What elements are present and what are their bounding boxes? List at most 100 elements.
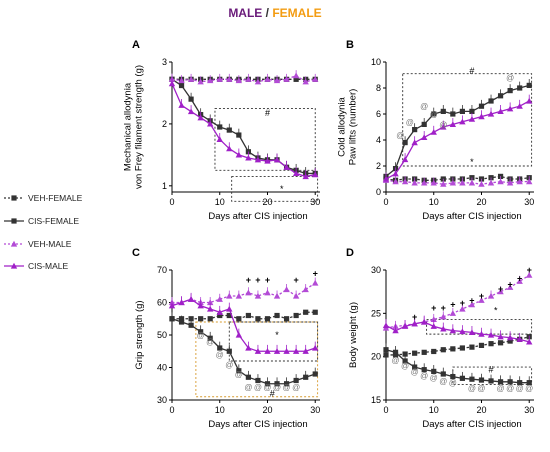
data-point-cis-male [264,348,271,354]
data-point-cis-female [517,85,523,91]
y-axis-label-line: Paw lifts (number) [348,89,359,166]
data-point-veh-female [431,348,437,355]
data-point-cis-female [526,380,532,386]
annotation-symbol: # [489,365,494,375]
data-point-cis-male [283,164,290,170]
data-point-cis-male [283,348,290,354]
data-point-cis-female [392,349,399,355]
data-point-veh-male [264,76,271,82]
data-point-cis-male [459,328,466,335]
significance-box [426,318,533,335]
x-tick-label: 10 [215,405,225,415]
data-point-veh-male [392,178,399,185]
data-point-cis-male [273,348,281,354]
data-point-cis-female [431,111,437,117]
y-tick-label: 2 [376,161,381,171]
data-point-veh-male [245,289,252,296]
y-axis-label-line: Grip strength (g) [134,300,145,369]
data-point-veh-female [236,316,242,322]
data-point-cis-male [411,320,418,327]
annotation-symbol: @ [411,367,419,376]
y-tick-label: 15 [371,395,381,405]
annotation-symbol: + [265,275,270,285]
data-point-cis-female [207,335,213,341]
x-axis-label: Days after CIS injection [208,211,307,222]
data-point-cis-male [382,175,390,182]
data-point-veh-female [507,338,513,344]
y-tick-label: 20 [371,352,381,362]
series-line-cis-female [171,78,316,175]
series-line-veh-male [171,74,316,83]
legend-item-cis-female: CIS-FEMALE [4,214,79,228]
data-point-cis-male [254,348,262,354]
y-tick-label: 60 [157,298,167,308]
y-tick-label: 25 [371,308,381,318]
data-point-cis-male [401,156,409,163]
data-point-veh-male [516,278,523,284]
data-point-cis-female [450,111,456,117]
data-point-veh-male [197,78,204,85]
x-tick-label: 10 [429,197,439,207]
data-point-veh-female [264,316,271,322]
header-male-label: MALE [228,6,263,20]
data-point-veh-male [292,72,300,79]
legend-item-veh-male: VEH-MALE [4,237,71,251]
y-axis-label: Body weight (g) [348,302,359,368]
data-point-cis-female [421,121,427,127]
data-point-veh-female [283,316,290,322]
data-point-cis-male [516,103,523,109]
data-point-cis-male [392,170,399,177]
data-point-cis-female [264,381,271,387]
data-point-cis-male [430,129,437,135]
data-point-veh-male [497,178,504,185]
data-point-veh-male [302,286,309,293]
annotation-symbol: # [265,108,270,118]
significance-box [228,321,319,362]
data-point-cis-male [487,331,495,338]
data-point-veh-male [302,78,309,85]
data-point-cis-male [420,134,428,140]
data-point-veh-male [283,76,290,82]
data-point-veh-female [402,351,408,357]
data-point-veh-female [293,76,299,82]
annotation-symbol: * [494,306,498,316]
legend-swatch [4,262,24,269]
data-point-veh-male [206,77,214,84]
data-point-veh-male [506,284,514,290]
data-point-veh-male [283,286,290,293]
legend-swatch [4,195,24,201]
data-point-cis-female [450,374,456,380]
data-point-veh-male [312,279,319,286]
annotation-symbol: @ [391,356,399,365]
data-point-veh-male [440,181,447,187]
data-point-veh-male [459,305,466,312]
data-point-cis-female [402,140,408,146]
data-point-cis-male [487,110,495,117]
data-point-cis-male [273,156,281,163]
y-tick-label: 40 [157,363,167,373]
data-point-veh-male [235,77,243,84]
series-line-cis-female [171,318,316,385]
annotation-symbol: + [450,300,455,310]
x-tick-label: 30 [310,197,320,207]
data-point-cis-female [412,127,418,133]
data-point-cis-female [431,368,437,374]
legend-item-veh-female: VEH-FEMALE [4,191,82,205]
panel-b: B 0 10 20 30 0 2 4 6 8 10 Days after CIS injection C… [337,39,535,222]
y-tick-label: 2 [162,119,167,129]
data-point-veh-female [207,316,213,322]
data-point-cis-female [178,82,185,89]
legend-marker [11,195,17,201]
data-point-veh-female [312,309,318,315]
data-point-veh-male [478,297,485,303]
data-point-veh-male [526,178,533,185]
annotation-symbol: + [517,274,522,284]
annotation-symbol: @ [497,384,505,393]
data-point-veh-male [178,77,185,84]
annotation-symbol: + [431,303,436,313]
series-line-cis-male [171,298,316,352]
annotation-symbol: # [270,389,275,399]
panel-c: C 0 10 20 30 30 40 50 60 70 Days after CIS injecti… [132,247,320,430]
data-point-veh-female [488,341,494,347]
data-point-cis-male [264,157,271,164]
